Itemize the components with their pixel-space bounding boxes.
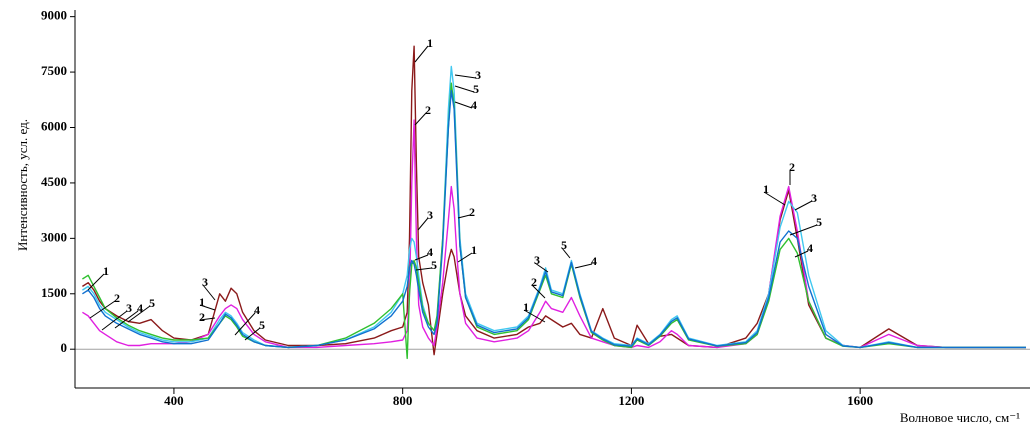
curve-label: 1 (471, 243, 477, 257)
leader-line (574, 263, 593, 269)
leader-line (101, 310, 128, 331)
leader-line (523, 309, 546, 323)
leader-line (199, 317, 216, 321)
curve-label: 1 (523, 300, 529, 314)
curve-label: 2 (531, 275, 537, 289)
y-axis-label: Интенсивность, усл. ед. (15, 119, 30, 251)
curve-label: 3 (475, 68, 481, 82)
leader-line (234, 312, 256, 336)
leader-line (561, 247, 571, 259)
series-line (82, 65, 1026, 349)
x-tick-label: 800 (393, 393, 413, 408)
curve-label: 5 (431, 258, 437, 272)
leader-line (199, 304, 216, 311)
y-tick-label: 4500 (41, 174, 67, 189)
curve-label: 5 (149, 296, 155, 310)
curve-label: 1 (763, 182, 769, 196)
curve-label: 3 (202, 275, 208, 289)
curve-label: 5 (816, 215, 822, 229)
leader-line (202, 284, 216, 301)
y-tick-label: 1500 (41, 285, 67, 300)
leader-line (89, 300, 116, 319)
series-line (82, 45, 1026, 356)
y-tick-label: 7500 (41, 63, 67, 78)
leader-line (794, 250, 809, 258)
leader-line (114, 310, 139, 329)
curve-label: 1 (103, 264, 109, 278)
x-tick-label: 1600 (847, 393, 873, 408)
curve-label: 5 (561, 238, 567, 252)
curve-label: 5 (473, 82, 479, 96)
leader-line (414, 45, 429, 63)
curve-label: 2 (469, 205, 475, 219)
y-tick-label: 6000 (41, 118, 67, 133)
curve-label: 3 (811, 191, 817, 205)
leader-line (414, 254, 429, 261)
curve-label: 4 (591, 254, 597, 268)
y-tick-label: 9000 (41, 8, 67, 23)
curve-label: 4 (807, 241, 813, 255)
curve-label: 2 (114, 291, 120, 305)
leader-line (414, 112, 427, 126)
leader-line (457, 214, 471, 219)
curve-label: 3 (126, 301, 132, 315)
curve-label: 3 (427, 208, 433, 222)
curve-label: 5 (259, 318, 265, 332)
leader-line (534, 262, 549, 273)
leader-line (415, 267, 433, 271)
leader-line (789, 224, 818, 236)
leader-line (454, 101, 473, 109)
series-line (82, 89, 1026, 349)
leader-line (794, 200, 813, 211)
curve-label: 2 (425, 103, 431, 117)
leader-line (457, 252, 473, 263)
y-tick-label: 3000 (41, 229, 67, 244)
leader-line (417, 217, 429, 231)
curve-label: 4 (427, 245, 433, 259)
curve-label: 3 (534, 253, 540, 267)
leader-line (244, 327, 261, 341)
x-axis-label: Волновое число, см⁻¹ (900, 410, 1020, 425)
curve-label: 4 (471, 98, 477, 112)
leader-line (531, 284, 546, 299)
curve-label: 1 (199, 295, 205, 309)
leader-line (454, 74, 477, 79)
leader-line (87, 273, 105, 291)
leader-line (454, 85, 475, 93)
x-tick-label: 400 (164, 393, 184, 408)
curve-label: 4 (137, 301, 143, 315)
leader-line (763, 191, 786, 206)
y-tick-label: 0 (61, 340, 68, 355)
curve-label: 1 (427, 36, 433, 50)
leader-line (127, 305, 151, 323)
x-tick-label: 1200 (618, 393, 644, 408)
curve-label: 2 (199, 310, 205, 324)
curve-label: 4 (254, 303, 260, 317)
curve-label: 2 (789, 160, 795, 174)
